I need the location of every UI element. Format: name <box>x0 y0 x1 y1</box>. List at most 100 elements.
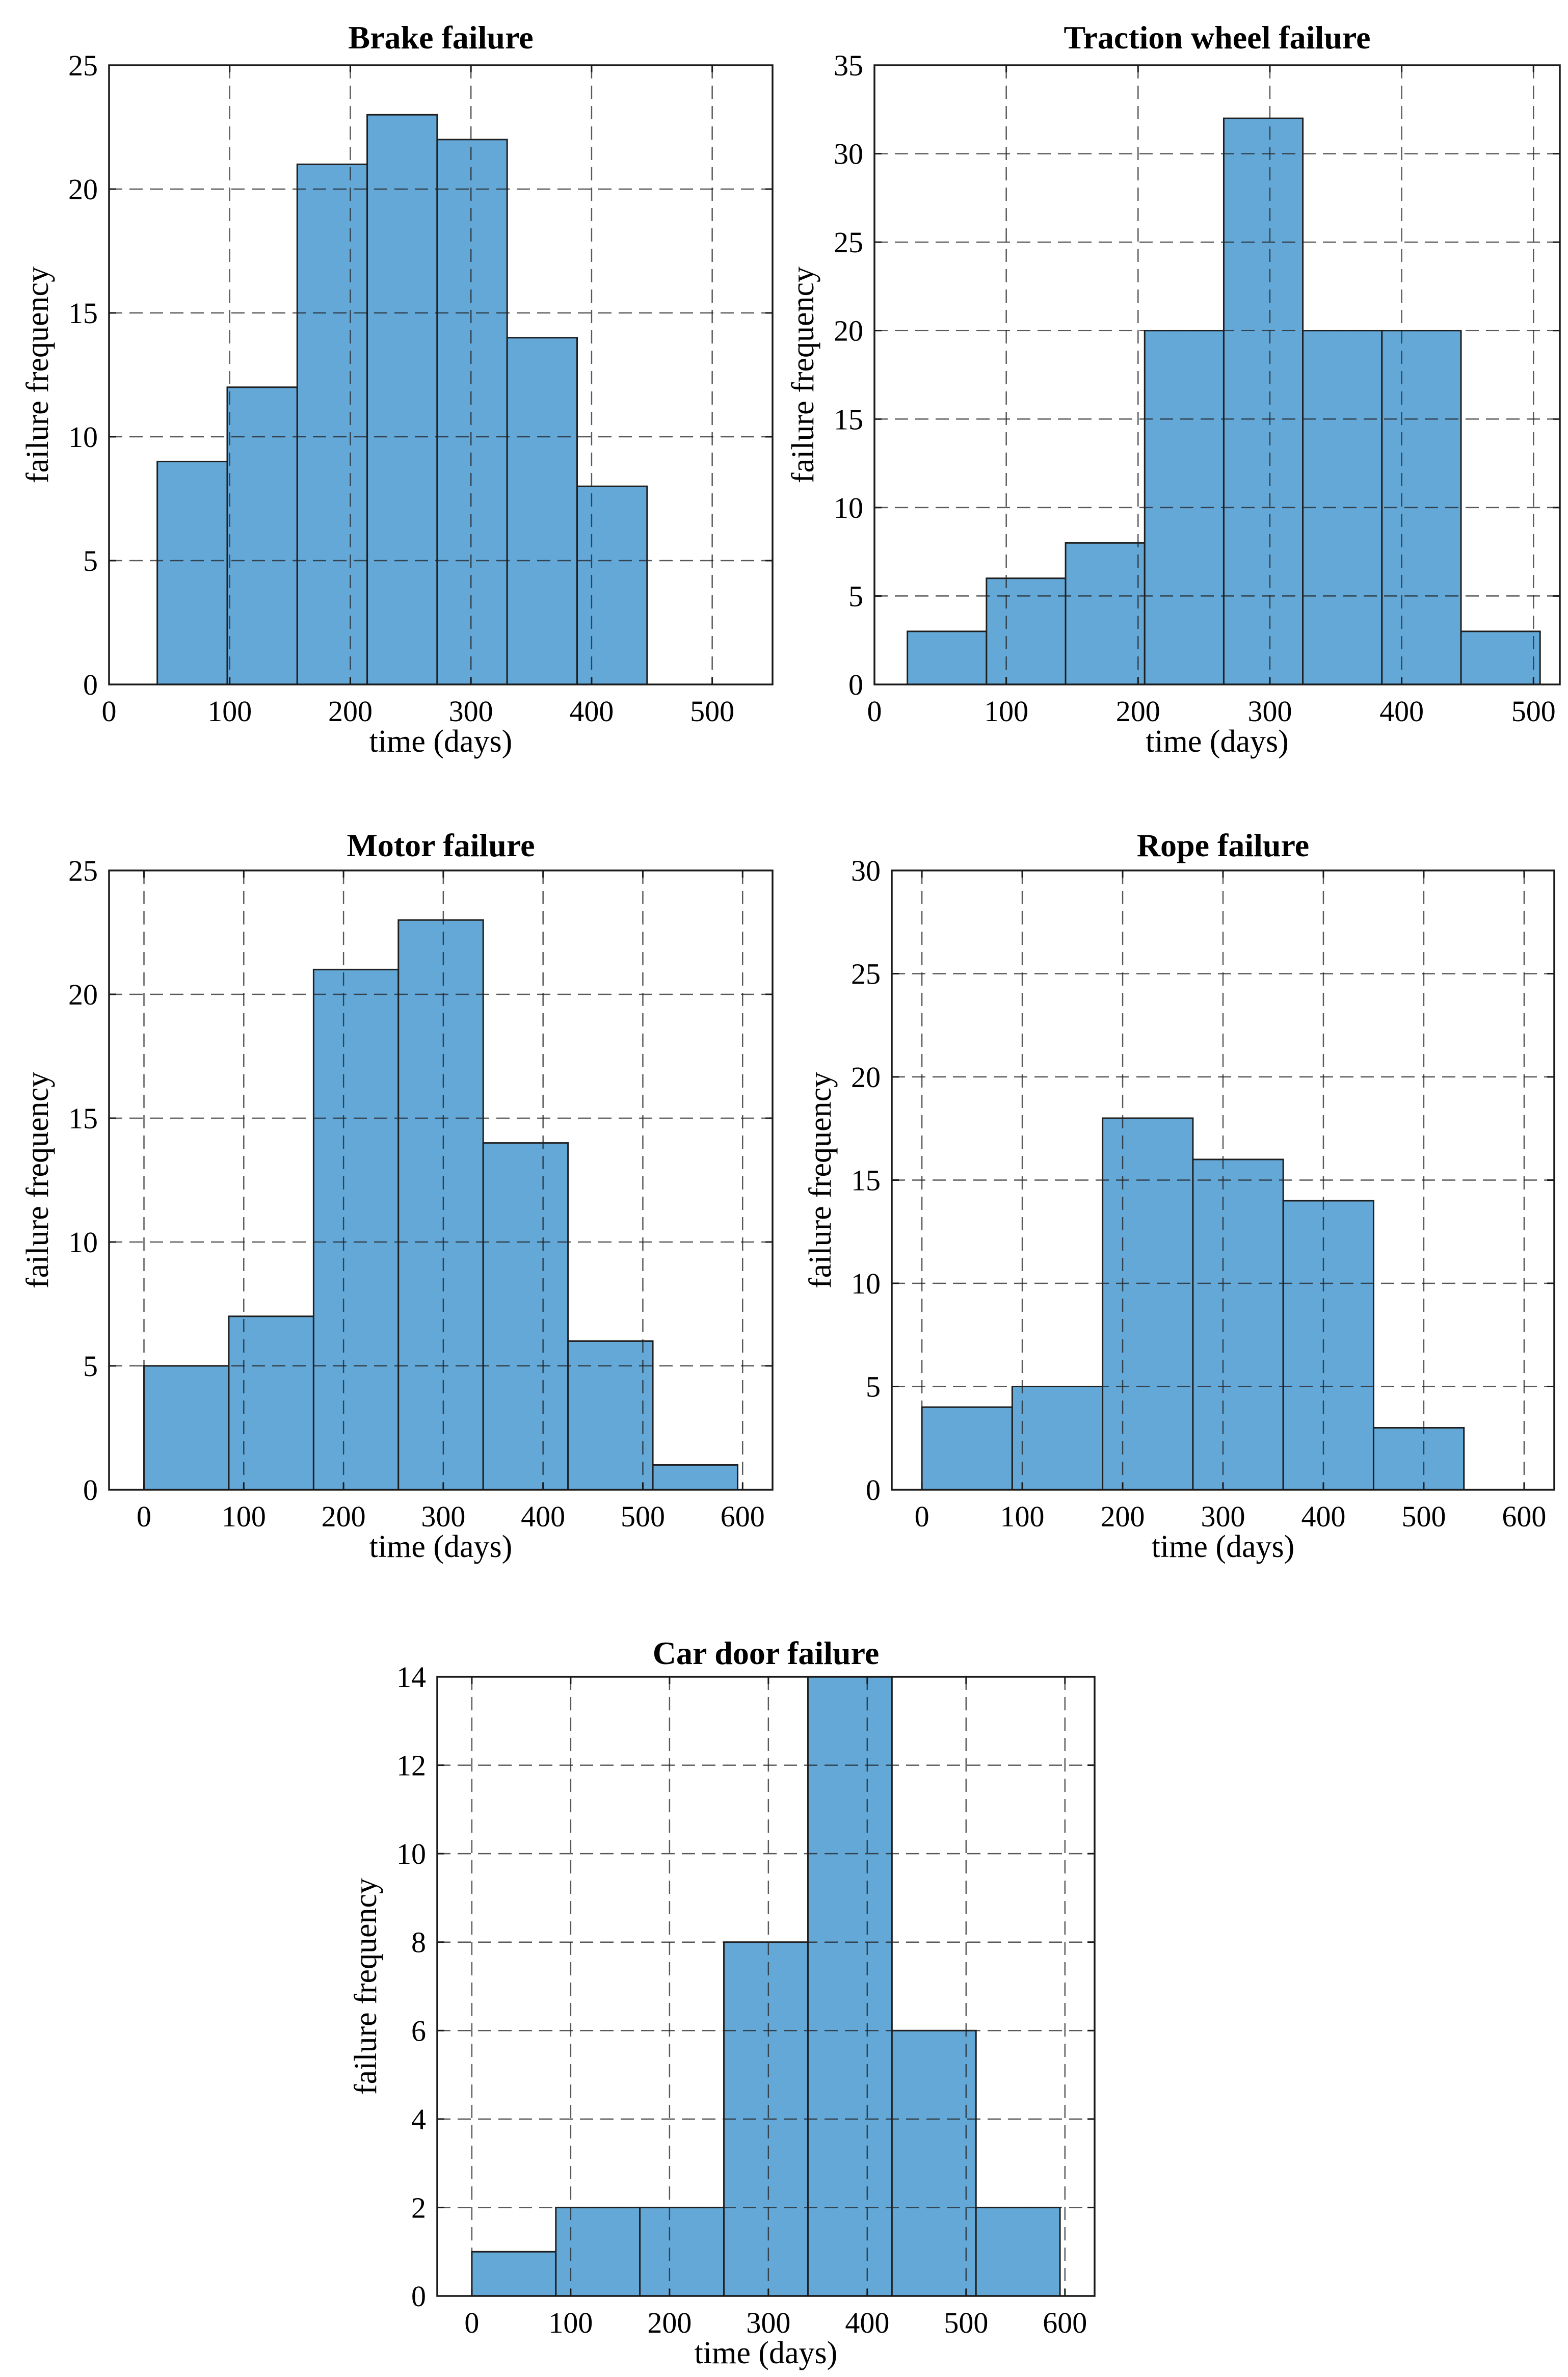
x-tick-label: 300 <box>1247 695 1292 728</box>
x-tick-label: 500 <box>690 695 734 728</box>
histogram-bar <box>312 968 400 1491</box>
y-tick-label: 0 <box>866 1473 881 1507</box>
y-axis-label: failure frequency <box>803 1072 838 1288</box>
y-tick-label: 25 <box>68 854 98 887</box>
motor-failure-histogram: Motor failure time (days) failure freque… <box>20 827 774 1564</box>
x-tick-label: 200 <box>1101 1500 1145 1533</box>
y-tick-label: 20 <box>851 1061 881 1094</box>
plot-title: Brake failure <box>348 19 533 56</box>
histogram-bar <box>1372 1427 1465 1491</box>
y-tick-label: 20 <box>68 978 98 1011</box>
histogram-bar <box>807 1676 893 2297</box>
y-axis-label: failure frequency <box>786 267 820 483</box>
y-tick-label: 8 <box>411 1926 426 1959</box>
histogram-bar <box>639 2206 725 2297</box>
x-tick-label: 400 <box>521 1500 565 1533</box>
histogram-bar <box>1102 1117 1194 1491</box>
axes-box <box>108 869 774 1491</box>
x-tick-label: 300 <box>421 1500 465 1533</box>
histogram-bar <box>436 139 508 685</box>
y-tick-label: 15 <box>68 297 98 330</box>
x-tick-label: 600 <box>1043 2306 1087 2339</box>
y-tick-label: 6 <box>411 2014 426 2047</box>
plot-title: Rope failure <box>1137 827 1309 863</box>
x-tick-label: 400 <box>569 695 614 728</box>
axes-box <box>873 64 1561 685</box>
histogram-bar <box>891 2029 977 2297</box>
histogram-bar <box>506 337 578 685</box>
histogram-bar <box>482 1142 569 1491</box>
x-tick-label: 200 <box>322 1500 366 1533</box>
y-tick-label: 35 <box>834 49 863 82</box>
histogram-bar <box>1460 630 1541 685</box>
histogram-bar <box>296 163 368 685</box>
histogram-bar <box>1222 117 1304 685</box>
x-tick-label: 500 <box>1401 1500 1446 1533</box>
x-tick-label: 400 <box>1379 695 1424 728</box>
traction-wheel-failure-histogram: Traction wheel failure time (days) failu… <box>786 19 1561 759</box>
x-tick-label: 0 <box>915 1500 929 1533</box>
x-tick-label: 600 <box>1502 1500 1546 1533</box>
histogram-bar <box>1282 1200 1374 1491</box>
histogram-bar <box>366 114 438 685</box>
histogram-bar <box>228 1315 314 1491</box>
x-axis-label: time (days) <box>1152 1529 1295 1564</box>
x-tick-label: 200 <box>647 2306 692 2339</box>
y-tick-label: 5 <box>848 579 863 613</box>
brake-failure-histogram: Brake failure time (days) failure freque… <box>20 19 774 759</box>
histogram-bar <box>975 2206 1061 2297</box>
y-tick-label: 0 <box>83 668 98 701</box>
y-tick-label: 20 <box>68 173 98 206</box>
y-tick-label: 0 <box>83 1473 98 1507</box>
histogram-bar <box>397 919 484 1491</box>
x-tick-label: 0 <box>137 1500 151 1533</box>
y-tick-label: 15 <box>851 1164 881 1197</box>
x-tick-label: 100 <box>207 695 252 728</box>
y-tick-label: 0 <box>848 668 863 701</box>
rope-failure-histogram: Rope failure time (days) failure frequen… <box>803 827 1555 1564</box>
y-tick-label: 5 <box>866 1370 881 1404</box>
x-tick-label: 500 <box>944 2306 988 2339</box>
y-tick-label: 25 <box>851 958 881 991</box>
histogram-bar <box>576 485 648 685</box>
x-axis-label: time (days) <box>695 2336 838 2370</box>
x-tick-label: 500 <box>1511 695 1556 728</box>
y-tick-label: 5 <box>83 544 98 577</box>
car-door-failure-histogram: Car door failure time (days) failure fre… <box>349 1635 1096 2370</box>
y-tick-label: 14 <box>396 1660 426 1694</box>
x-tick-label: 200 <box>328 695 373 728</box>
x-tick-label: 100 <box>984 695 1028 728</box>
y-tick-label: 10 <box>851 1267 881 1300</box>
x-tick-label: 0 <box>102 695 117 728</box>
axes-box <box>108 64 774 685</box>
x-tick-label: 300 <box>1201 1500 1245 1533</box>
x-tick-label: 100 <box>222 1500 266 1533</box>
x-tick-label: 0 <box>867 695 882 728</box>
y-tick-label: 10 <box>834 491 863 524</box>
histogram-bar <box>1192 1158 1284 1491</box>
plot-title: Motor failure <box>347 827 535 863</box>
x-axis-label: time (days) <box>1146 724 1289 759</box>
histogram-bar <box>1011 1386 1104 1491</box>
x-tick-label: 100 <box>1000 1500 1045 1533</box>
x-axis-label: time (days) <box>369 1529 513 1564</box>
y-tick-label: 2 <box>411 2191 426 2224</box>
y-tick-label: 10 <box>68 1226 98 1259</box>
x-axis-label: time (days) <box>369 724 513 759</box>
plot-title: Traction wheel failure <box>1064 19 1371 56</box>
x-tick-label: 600 <box>721 1500 765 1533</box>
y-tick-label: 10 <box>68 420 98 454</box>
plot-title: Car door failure <box>653 1635 879 1671</box>
histogram-bar <box>156 461 228 685</box>
y-tick-label: 30 <box>851 854 881 887</box>
histogram-bar <box>652 1464 738 1491</box>
y-tick-label: 4 <box>411 2103 426 2136</box>
y-tick-label: 10 <box>396 1837 426 1870</box>
x-tick-label: 400 <box>1301 1500 1345 1533</box>
x-tick-label: 0 <box>464 2306 479 2339</box>
y-axis-label: failure frequency <box>20 1072 55 1288</box>
x-tick-label: 300 <box>746 2306 790 2339</box>
y-tick-label: 20 <box>834 314 863 348</box>
x-tick-label: 500 <box>621 1500 665 1533</box>
